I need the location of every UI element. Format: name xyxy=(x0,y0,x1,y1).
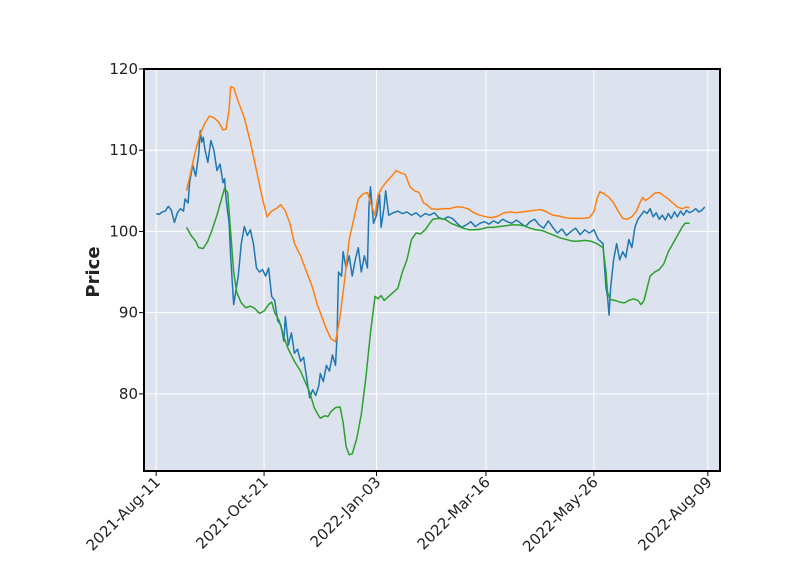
x-tick-label: 2022-May-26 xyxy=(519,473,602,556)
x-tick-label: 2022-Jan-03 xyxy=(307,473,385,551)
y-axis-label: Price xyxy=(83,246,104,297)
y-axis: 80 90 100 110 120 xyxy=(109,60,144,403)
y-tick-label: 120 xyxy=(109,60,138,78)
x-tick-label: 2021-Aug-11 xyxy=(83,473,164,554)
y-tick-label: 80 xyxy=(119,385,138,403)
x-axis: 2021-Aug-11 2021-Oct-21 2022-Jan-03 2022-Ma… xyxy=(83,471,716,556)
y-tick-label: 110 xyxy=(109,141,138,159)
x-tick-label: 2022-Aug-09 xyxy=(634,473,715,554)
plot-area xyxy=(144,69,720,471)
y-tick-label: 90 xyxy=(119,304,138,322)
x-tick-label: 2022-Mar-16 xyxy=(414,473,494,553)
series-line-1 xyxy=(155,129,706,399)
plot-frame xyxy=(143,68,721,472)
x-tick-label: 2021-Oct-21 xyxy=(192,473,272,553)
y-tick-label: 100 xyxy=(109,222,138,240)
series-lines xyxy=(155,86,706,456)
series-line-2 xyxy=(185,86,690,343)
series-line-3 xyxy=(185,187,690,456)
